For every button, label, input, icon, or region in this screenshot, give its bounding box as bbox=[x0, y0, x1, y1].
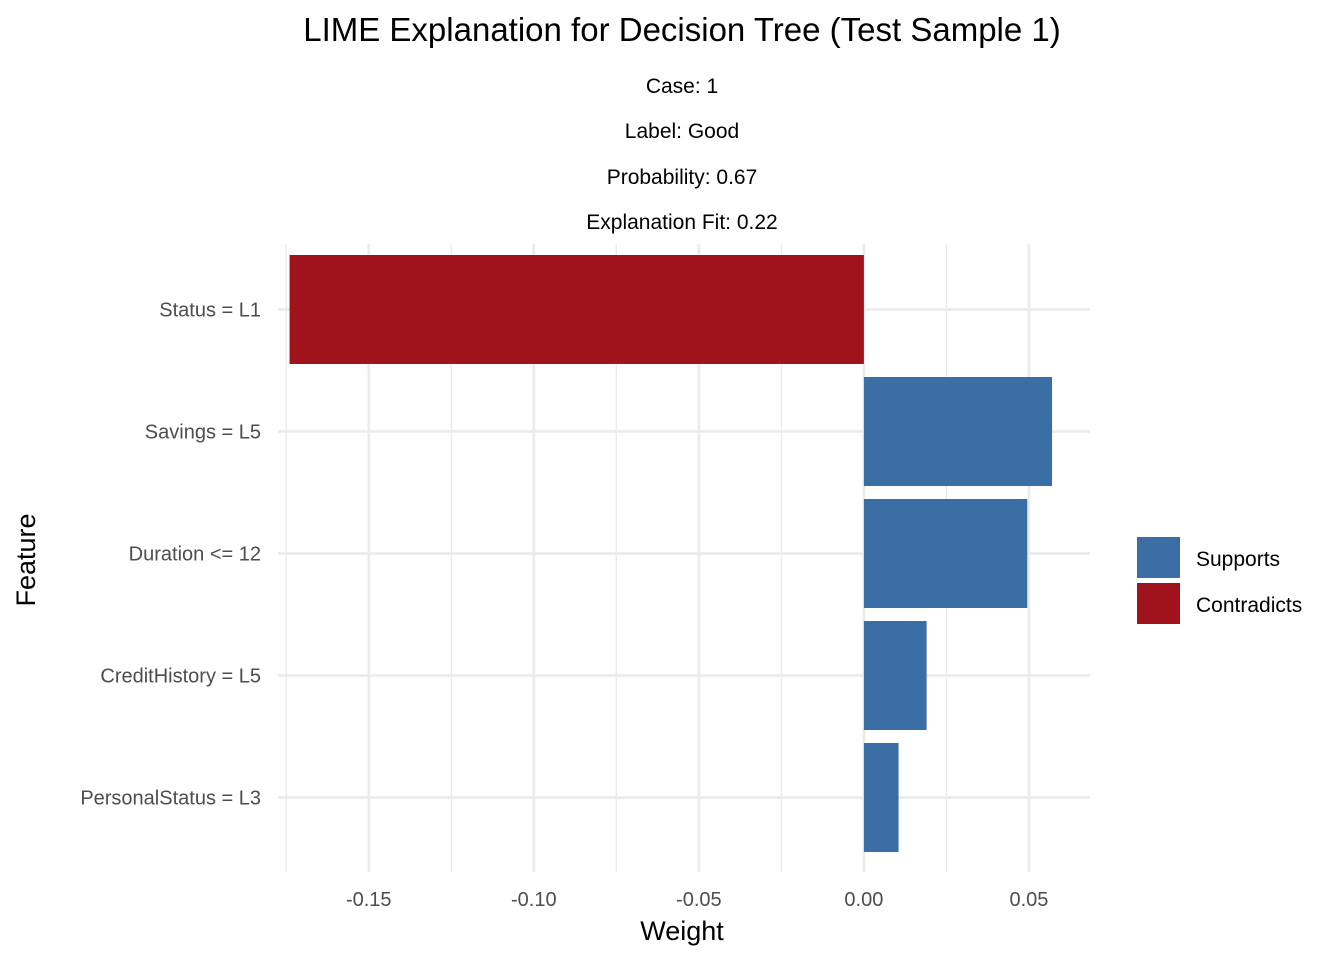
y-tick-labels: Status = L1 Savings = L5 Duration <= 12 Cre… bbox=[80, 300, 261, 810]
x-tick-label: 0.00 bbox=[844, 889, 883, 911]
y-tick-label: CreditHistory = L5 bbox=[100, 666, 261, 688]
bar-supports bbox=[863, 499, 1028, 608]
x-tick-label: -0.05 bbox=[676, 889, 722, 911]
legend-label-supports: Supports bbox=[1196, 548, 1280, 571]
y-tick-label: PersonalStatus = L3 bbox=[80, 788, 261, 810]
bar-supports bbox=[863, 621, 927, 730]
subtitle-explanation-fit: Explanation Fit: 0.22 bbox=[586, 211, 777, 234]
subtitle-label: Label: Good bbox=[625, 120, 739, 143]
y-tick-label: Duration <= 12 bbox=[129, 544, 261, 566]
legend-swatch-supports bbox=[1137, 537, 1180, 578]
legend: Supports Contradicts bbox=[1137, 537, 1302, 624]
bar-supports bbox=[863, 377, 1053, 486]
legend-label-contradicts: Contradicts bbox=[1196, 594, 1302, 617]
subtitle-case: Case: 1 bbox=[646, 75, 718, 98]
x-tick-label: 0.05 bbox=[1009, 889, 1048, 911]
legend-swatch-contradicts bbox=[1137, 583, 1180, 624]
y-tick-label: Savings = L5 bbox=[145, 422, 261, 444]
x-axis-title: Weight bbox=[640, 916, 724, 946]
y-tick-label: Status = L1 bbox=[159, 300, 261, 322]
bars bbox=[289, 255, 1053, 852]
chart-title: LIME Explanation for Decision Tree (Test… bbox=[303, 11, 1061, 48]
bar-contradicts bbox=[289, 255, 864, 364]
x-tick-labels: -0.15 -0.10 -0.05 0.00 0.05 bbox=[346, 889, 1048, 911]
x-tick-label: -0.15 bbox=[346, 889, 392, 911]
subtitle-probability: Probability: 0.67 bbox=[607, 166, 758, 189]
bar-supports bbox=[863, 743, 899, 852]
y-axis-title: Feature bbox=[11, 513, 41, 606]
x-tick-label: -0.10 bbox=[511, 889, 557, 911]
